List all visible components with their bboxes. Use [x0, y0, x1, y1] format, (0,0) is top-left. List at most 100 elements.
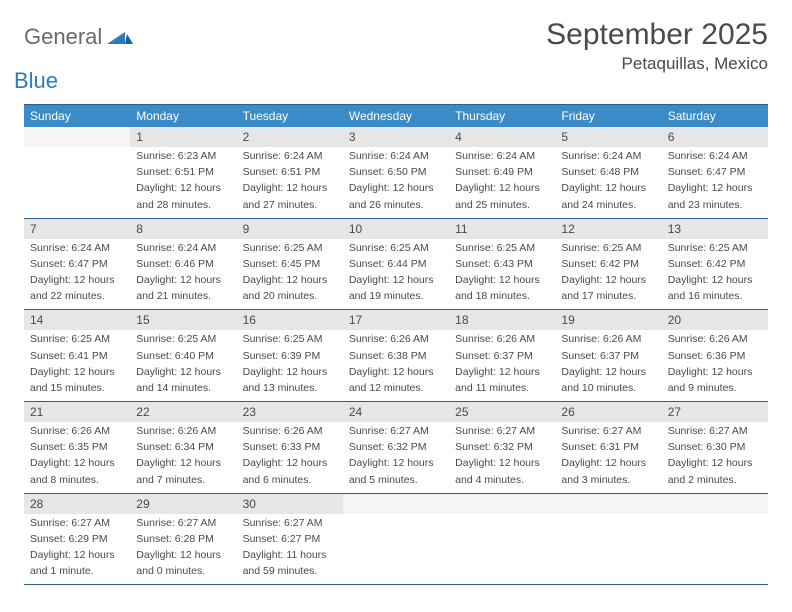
day-cell: 2Sunrise: 6:24 AMSunset: 6:51 PMDaylight…: [237, 127, 343, 218]
day-info-ss: Sunset: 6:51 PM: [130, 163, 236, 179]
day-info-sr: Sunrise: 6:26 AM: [24, 422, 130, 438]
day-cell: 3Sunrise: 6:24 AMSunset: 6:50 PMDaylight…: [343, 127, 449, 218]
day-info-d2: and 2 minutes.: [662, 471, 768, 487]
day-info-sr: Sunrise: 6:25 AM: [237, 239, 343, 255]
day-cell: 9Sunrise: 6:25 AMSunset: 6:45 PMDaylight…: [237, 219, 343, 310]
day-cell: 4Sunrise: 6:24 AMSunset: 6:49 PMDaylight…: [449, 127, 555, 218]
day-info-d1: Daylight: 12 hours: [449, 271, 555, 287]
day-info-d2: and 14 minutes.: [130, 379, 236, 395]
day-info-d1: Daylight: 11 hours: [237, 546, 343, 562]
date-number: [449, 494, 555, 514]
day-info-d1: Daylight: 12 hours: [130, 363, 236, 379]
day-info-d2: and 13 minutes.: [237, 379, 343, 395]
day-cell: 7Sunrise: 6:24 AMSunset: 6:47 PMDaylight…: [24, 219, 130, 310]
day-info-d1: Daylight: 12 hours: [662, 271, 768, 287]
day-cell: 16Sunrise: 6:25 AMSunset: 6:39 PMDayligh…: [237, 310, 343, 401]
date-number: 17: [343, 310, 449, 330]
calendar: SundayMondayTuesdayWednesdayThursdayFrid…: [24, 104, 768, 585]
day-info-ss: Sunset: 6:46 PM: [130, 255, 236, 271]
day-info-sr: Sunrise: 6:27 AM: [130, 514, 236, 530]
day-info-sr: Sunrise: 6:27 AM: [662, 422, 768, 438]
day-cell: 14Sunrise: 6:25 AMSunset: 6:41 PMDayligh…: [24, 310, 130, 401]
date-number: 27: [662, 402, 768, 422]
day-info-ss: Sunset: 6:32 PM: [449, 438, 555, 454]
day-cell: 8Sunrise: 6:24 AMSunset: 6:46 PMDaylight…: [130, 219, 236, 310]
day-info-sr: Sunrise: 6:25 AM: [237, 330, 343, 346]
day-info-d1: Daylight: 12 hours: [237, 454, 343, 470]
day-info-d2: and 4 minutes.: [449, 471, 555, 487]
day-info-ss: Sunset: 6:40 PM: [130, 347, 236, 363]
date-number: 19: [555, 310, 661, 330]
date-number: 1: [130, 127, 236, 147]
day-cell: 5Sunrise: 6:24 AMSunset: 6:48 PMDaylight…: [555, 127, 661, 218]
date-number: 18: [449, 310, 555, 330]
logo-text-general: General: [24, 24, 102, 49]
day-info-sr: Sunrise: 6:25 AM: [449, 239, 555, 255]
day-info-d2: and 18 minutes.: [449, 287, 555, 303]
title-block: September 2025 Petaquillas, Mexico: [546, 18, 768, 74]
week-row: 7Sunrise: 6:24 AMSunset: 6:47 PMDaylight…: [24, 219, 768, 311]
day-header: Tuesday: [237, 105, 343, 127]
day-info-ss: Sunset: 6:28 PM: [130, 530, 236, 546]
day-info-d2: and 59 minutes.: [237, 562, 343, 578]
day-info-d1: Daylight: 12 hours: [343, 271, 449, 287]
day-info-ss: Sunset: 6:38 PM: [343, 347, 449, 363]
day-cell: 30Sunrise: 6:27 AMSunset: 6:27 PMDayligh…: [237, 494, 343, 585]
day-info-sr: Sunrise: 6:26 AM: [662, 330, 768, 346]
day-info-d2: and 16 minutes.: [662, 287, 768, 303]
day-info-d2: and 9 minutes.: [662, 379, 768, 395]
day-header: Saturday: [662, 105, 768, 127]
day-info-d2: and 1 minute.: [24, 562, 130, 578]
weeks-container: 1Sunrise: 6:23 AMSunset: 6:51 PMDaylight…: [24, 127, 768, 585]
date-number: 8: [130, 219, 236, 239]
day-info-sr: Sunrise: 6:25 AM: [662, 239, 768, 255]
day-info-d1: Daylight: 12 hours: [24, 271, 130, 287]
day-info-sr: Sunrise: 6:24 AM: [662, 147, 768, 163]
day-info-ss: Sunset: 6:36 PM: [662, 347, 768, 363]
day-info-ss: Sunset: 6:39 PM: [237, 347, 343, 363]
date-number: 26: [555, 402, 661, 422]
day-info-sr: Sunrise: 6:27 AM: [24, 514, 130, 530]
day-cell: 23Sunrise: 6:26 AMSunset: 6:33 PMDayligh…: [237, 402, 343, 493]
date-number: 9: [237, 219, 343, 239]
day-cell: 25Sunrise: 6:27 AMSunset: 6:32 PMDayligh…: [449, 402, 555, 493]
day-info-sr: Sunrise: 6:26 AM: [449, 330, 555, 346]
day-info-d1: Daylight: 12 hours: [555, 271, 661, 287]
date-number: 28: [24, 494, 130, 514]
day-info-d1: Daylight: 12 hours: [449, 454, 555, 470]
day-header: Wednesday: [343, 105, 449, 127]
date-number: 30: [237, 494, 343, 514]
day-cell: 11Sunrise: 6:25 AMSunset: 6:43 PMDayligh…: [449, 219, 555, 310]
day-info-sr: Sunrise: 6:24 AM: [343, 147, 449, 163]
week-row: 1Sunrise: 6:23 AMSunset: 6:51 PMDaylight…: [24, 127, 768, 219]
day-cell: 12Sunrise: 6:25 AMSunset: 6:42 PMDayligh…: [555, 219, 661, 310]
day-info-d2: and 5 minutes.: [343, 471, 449, 487]
day-cell: 19Sunrise: 6:26 AMSunset: 6:37 PMDayligh…: [555, 310, 661, 401]
day-info-d2: and 12 minutes.: [343, 379, 449, 395]
day-info-ss: Sunset: 6:41 PM: [24, 347, 130, 363]
day-info-sr: Sunrise: 6:26 AM: [555, 330, 661, 346]
day-cell: [555, 494, 661, 585]
day-info-ss: Sunset: 6:42 PM: [555, 255, 661, 271]
day-cell: 28Sunrise: 6:27 AMSunset: 6:29 PMDayligh…: [24, 494, 130, 585]
day-info-ss: Sunset: 6:42 PM: [662, 255, 768, 271]
day-info-ss: Sunset: 6:47 PM: [24, 255, 130, 271]
day-cell: 22Sunrise: 6:26 AMSunset: 6:34 PMDayligh…: [130, 402, 236, 493]
day-info-sr: Sunrise: 6:24 AM: [449, 147, 555, 163]
day-info-sr: Sunrise: 6:26 AM: [343, 330, 449, 346]
week-row: 21Sunrise: 6:26 AMSunset: 6:35 PMDayligh…: [24, 402, 768, 494]
day-info-ss: Sunset: 6:31 PM: [555, 438, 661, 454]
day-info-sr: Sunrise: 6:25 AM: [24, 330, 130, 346]
day-info-d2: and 22 minutes.: [24, 287, 130, 303]
day-info-d2: and 11 minutes.: [449, 379, 555, 395]
day-info-ss: Sunset: 6:37 PM: [555, 347, 661, 363]
day-info-d1: Daylight: 12 hours: [555, 363, 661, 379]
day-info-d2: and 0 minutes.: [130, 562, 236, 578]
day-info-d1: Daylight: 12 hours: [555, 454, 661, 470]
day-info-d1: Daylight: 12 hours: [237, 363, 343, 379]
day-info-d1: Daylight: 12 hours: [24, 546, 130, 562]
day-info-d2: and 10 minutes.: [555, 379, 661, 395]
day-info-d1: Daylight: 12 hours: [449, 363, 555, 379]
day-cell: 27Sunrise: 6:27 AMSunset: 6:30 PMDayligh…: [662, 402, 768, 493]
day-info-d1: Daylight: 12 hours: [555, 179, 661, 195]
